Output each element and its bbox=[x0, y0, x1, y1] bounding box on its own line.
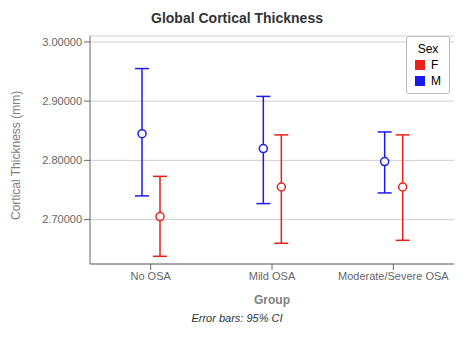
svg-text:3.00000: 3.00000 bbox=[42, 36, 82, 48]
svg-text:Group: Group bbox=[254, 293, 290, 307]
svg-text:2.70000: 2.70000 bbox=[42, 213, 82, 225]
html-text:Error bars: 95% CI: Error bars: 95% CI bbox=[191, 312, 283, 324]
svg-text:Moderate/Severe OSA: Moderate/Severe OSA bbox=[338, 270, 449, 282]
svg-text:2.80000: 2.80000 bbox=[42, 154, 82, 166]
html-text:F: F bbox=[431, 58, 439, 72]
svg-text:2.90000: 2.90000 bbox=[42, 95, 82, 107]
svg-text:No OSA: No OSA bbox=[130, 270, 171, 282]
html-text:Sex: Sex bbox=[417, 42, 439, 56]
svg-text:Mild OSA: Mild OSA bbox=[249, 270, 296, 282]
svg-text:Cortical Thickness (mm): Cortical Thickness (mm) bbox=[9, 91, 23, 220]
html-text:M: M bbox=[431, 74, 441, 88]
html-text:Global Cortical Thickness: Global Cortical Thickness bbox=[151, 10, 323, 26]
